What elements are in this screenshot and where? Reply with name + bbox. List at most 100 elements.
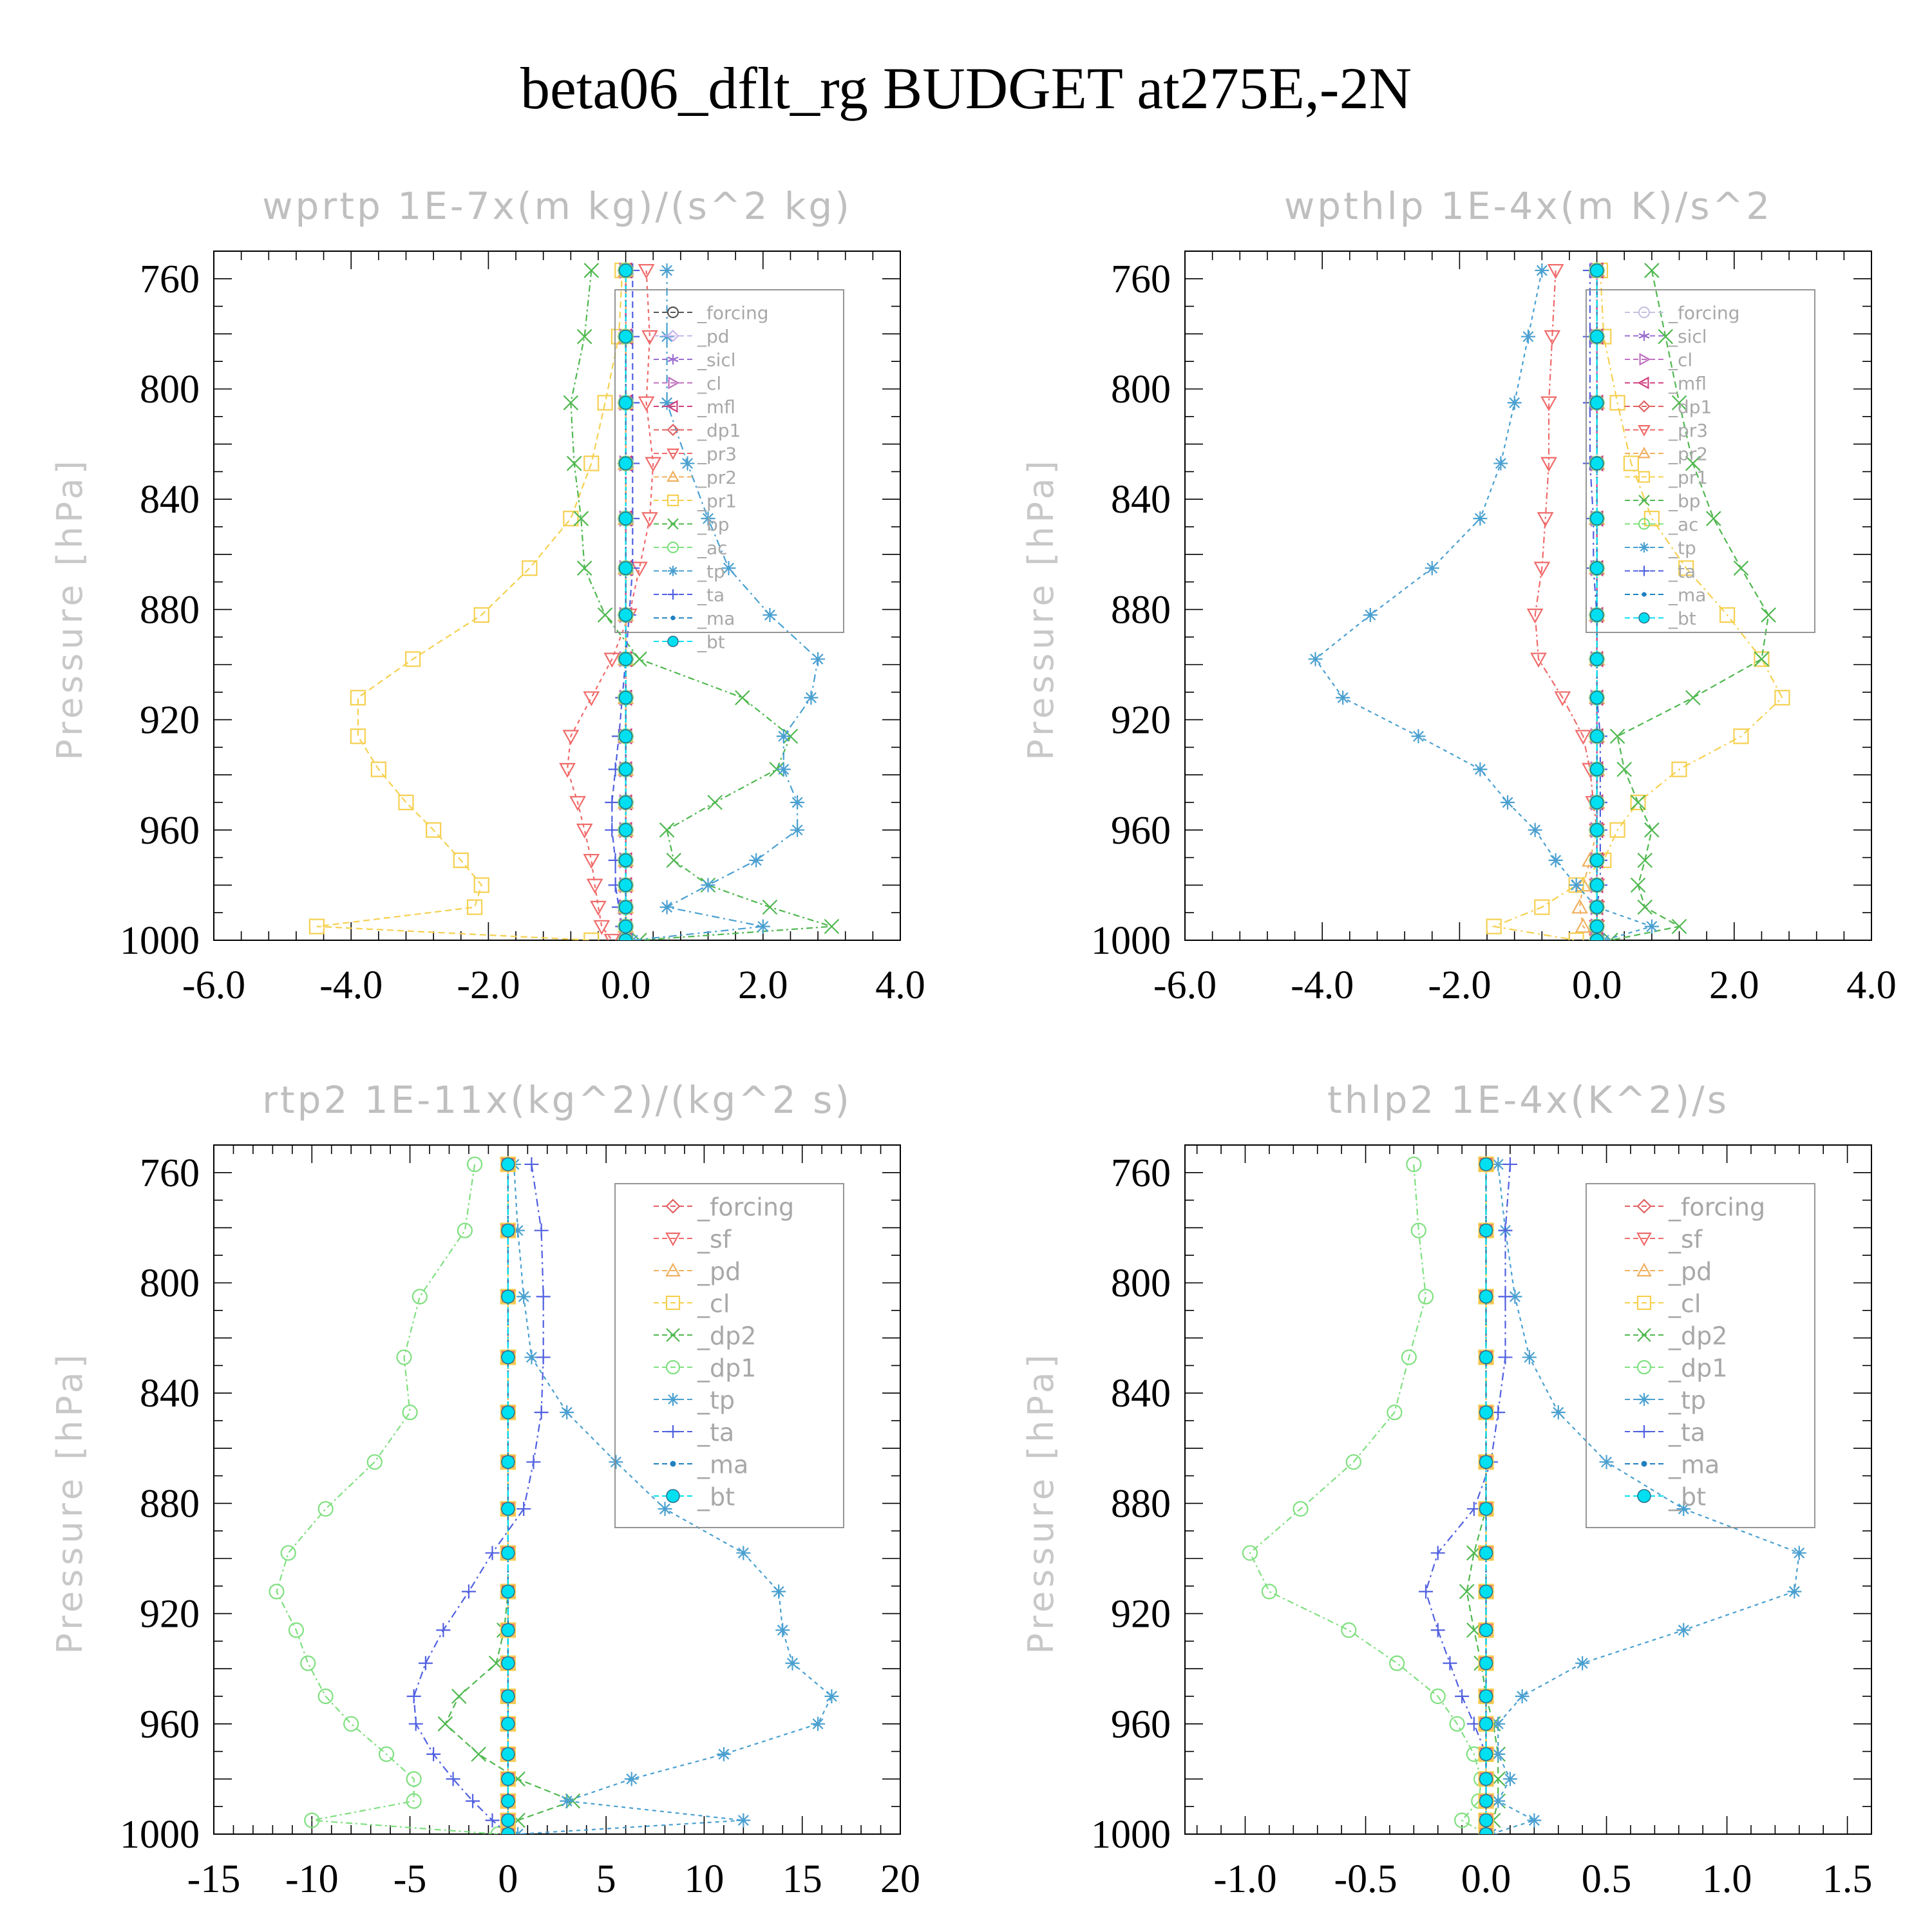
legend-label: _tp — [697, 561, 725, 582]
legend-box — [614, 1183, 844, 1528]
panel-title: wpthlp 1E-4x(m K)/s^2 — [1284, 184, 1772, 228]
data-point — [638, 396, 655, 412]
series-bp — [1603, 263, 1776, 940]
data-point — [772, 1584, 786, 1599]
data-point — [300, 1655, 316, 1671]
data-point — [1491, 1716, 1506, 1731]
data-point — [605, 795, 620, 810]
data-point — [1589, 762, 1604, 777]
legend-marker — [666, 1489, 680, 1503]
data-point — [762, 607, 777, 622]
legend-marker — [1638, 1393, 1651, 1406]
data-point — [501, 1405, 515, 1419]
legend-label: _dp2 — [1668, 1321, 1727, 1350]
data-point — [1508, 1289, 1522, 1304]
y-axis-label: Pressure [hPa] — [50, 1350, 90, 1654]
series-ma — [1593, 267, 1600, 940]
data-point — [573, 511, 589, 526]
legend-label: _pr2 — [697, 467, 737, 488]
x-tick-label: -5 — [393, 1857, 427, 1901]
legend-marker — [666, 400, 678, 413]
legend-item: _sicl — [654, 350, 736, 371]
legend-marker — [667, 470, 679, 482]
data-point — [1479, 1656, 1493, 1671]
y-tick-label: 960 — [140, 809, 200, 853]
series-line — [413, 1164, 544, 1834]
data-point — [1589, 853, 1604, 867]
legend-marker — [665, 1262, 681, 1277]
data-point — [618, 823, 633, 837]
data-point — [1443, 1656, 1457, 1671]
legend-marker — [667, 423, 679, 437]
data-point — [511, 1223, 526, 1238]
data-point — [1589, 933, 1604, 940]
data-point — [1528, 822, 1542, 837]
data-point — [583, 455, 600, 471]
legend-item: _mfl — [654, 397, 735, 418]
y-tick-label: 920 — [1111, 699, 1171, 743]
legend-label: _sf — [1668, 1225, 1703, 1253]
legend-marker — [670, 615, 676, 621]
series-line — [1249, 1164, 1487, 1834]
data-point — [1719, 607, 1736, 623]
series-line — [1578, 270, 1598, 940]
legend-label: _bt — [1668, 1482, 1706, 1511]
x-tick-label: -15 — [187, 1857, 241, 1901]
data-point — [1530, 652, 1547, 668]
data-point — [501, 1455, 515, 1469]
data-point — [576, 560, 592, 576]
x-tick-label: -2.0 — [457, 963, 520, 1007]
data-point — [1479, 1827, 1493, 1834]
legend-item: _bt — [1625, 1482, 1706, 1511]
series-bt — [618, 263, 633, 940]
legend-item: _tp — [1625, 538, 1696, 559]
data-point — [776, 729, 791, 744]
data-point — [1479, 1584, 1493, 1599]
data-point — [485, 1813, 500, 1828]
data-point — [308, 918, 325, 934]
data-point — [762, 899, 778, 915]
series-tp — [625, 263, 826, 940]
legend-marker — [1637, 1328, 1651, 1342]
legend-marker — [665, 1232, 681, 1247]
data-point — [350, 728, 366, 744]
data-point — [501, 1289, 515, 1304]
data-point — [1491, 1794, 1506, 1808]
data-point — [1544, 330, 1561, 345]
y-tick-label: 760 — [1111, 258, 1171, 301]
data-point — [1406, 1156, 1422, 1173]
data-point — [618, 762, 633, 777]
data-point — [446, 1772, 460, 1786]
legend-marker — [1638, 495, 1650, 506]
data-point — [603, 934, 621, 940]
data-point — [1417, 1289, 1434, 1305]
data-point — [501, 1502, 515, 1516]
y-tick-label: 840 — [140, 478, 200, 522]
data-point — [1336, 690, 1350, 705]
legend-label: _pd — [697, 1257, 741, 1285]
series-ta — [1419, 1157, 1517, 1834]
data-point — [1363, 607, 1378, 622]
x-tick-label: 1.5 — [1823, 1857, 1873, 1901]
data-point — [1671, 918, 1687, 934]
data-point — [790, 795, 805, 810]
data-point — [1473, 762, 1488, 777]
data-point — [1540, 457, 1557, 472]
legend-label: _ma — [1668, 585, 1706, 606]
data-point — [1425, 561, 1439, 576]
series-pr1 — [308, 262, 630, 940]
y-tick-label: 800 — [140, 1262, 200, 1305]
data-point — [755, 919, 770, 934]
data-point — [501, 1350, 515, 1365]
data-point — [1630, 795, 1646, 810]
legend-marker — [1641, 1461, 1647, 1467]
series-line — [1425, 1164, 1511, 1834]
data-point — [1455, 1689, 1470, 1703]
data-point — [1507, 395, 1522, 410]
legend-label: _ma — [697, 608, 735, 629]
data-point — [1630, 877, 1646, 893]
data-point — [1792, 1546, 1806, 1560]
data-point — [1575, 918, 1592, 933]
legend-marker — [1642, 592, 1647, 597]
